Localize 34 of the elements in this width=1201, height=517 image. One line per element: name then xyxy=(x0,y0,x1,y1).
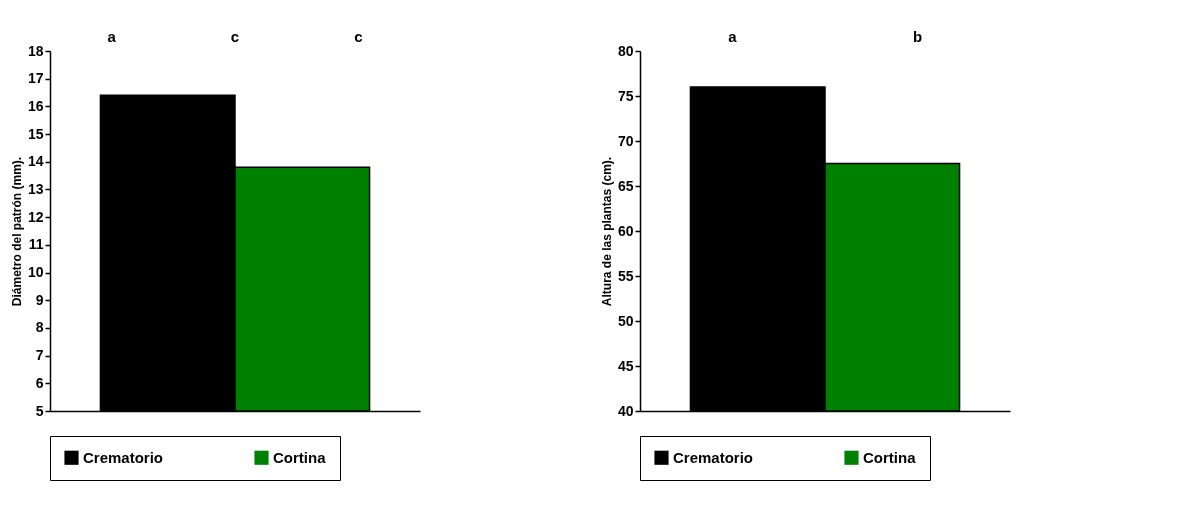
y-tick-label: 12 xyxy=(27,208,44,225)
text: a xyxy=(107,28,117,45)
y-tick-label: 17 xyxy=(27,70,44,87)
legend-label: Cortina xyxy=(273,448,327,466)
text: b xyxy=(912,28,923,45)
y-tick-label: 75 xyxy=(617,87,634,104)
y-tick-label: 11 xyxy=(28,236,44,253)
y-tick-label: 40 xyxy=(617,402,634,419)
y-tick-label: 10 xyxy=(27,264,44,281)
y-tick-label: 55 xyxy=(617,267,634,284)
y-tick-label: 70 xyxy=(617,132,634,149)
y-tick-label: 6 xyxy=(35,374,44,391)
y-tick-label: 14 xyxy=(27,153,44,170)
text: c xyxy=(230,28,240,45)
y-tick-label: 50 xyxy=(617,312,634,329)
y-tick-label: 60 xyxy=(617,222,634,239)
y-tick-label: 13 xyxy=(27,180,44,197)
y-tick-label: 65 xyxy=(617,177,634,194)
y-tick-label: 15 xyxy=(27,125,44,142)
y-tick-label: 9 xyxy=(35,291,44,308)
y-tick-label: 18 xyxy=(27,42,44,59)
y-tick-label: 7 xyxy=(35,347,44,364)
legend-label: Crematorio xyxy=(83,448,164,466)
y-tick-label: 16 xyxy=(27,97,44,114)
legend-label: Crematorio xyxy=(673,448,754,466)
y-tick-label: 80 xyxy=(617,42,634,59)
y-tick-label: 45 xyxy=(617,357,634,374)
text: a xyxy=(728,28,738,45)
y-tick-label: 5 xyxy=(35,402,44,419)
y-tick-label: 8 xyxy=(35,319,44,336)
y-axis-title: Altura de las plantas (cm). xyxy=(599,156,614,307)
text: c xyxy=(354,28,363,45)
y-axis-title: Diámetro del patrón (mm). xyxy=(9,156,24,307)
legend-label: Cortina xyxy=(863,448,917,466)
